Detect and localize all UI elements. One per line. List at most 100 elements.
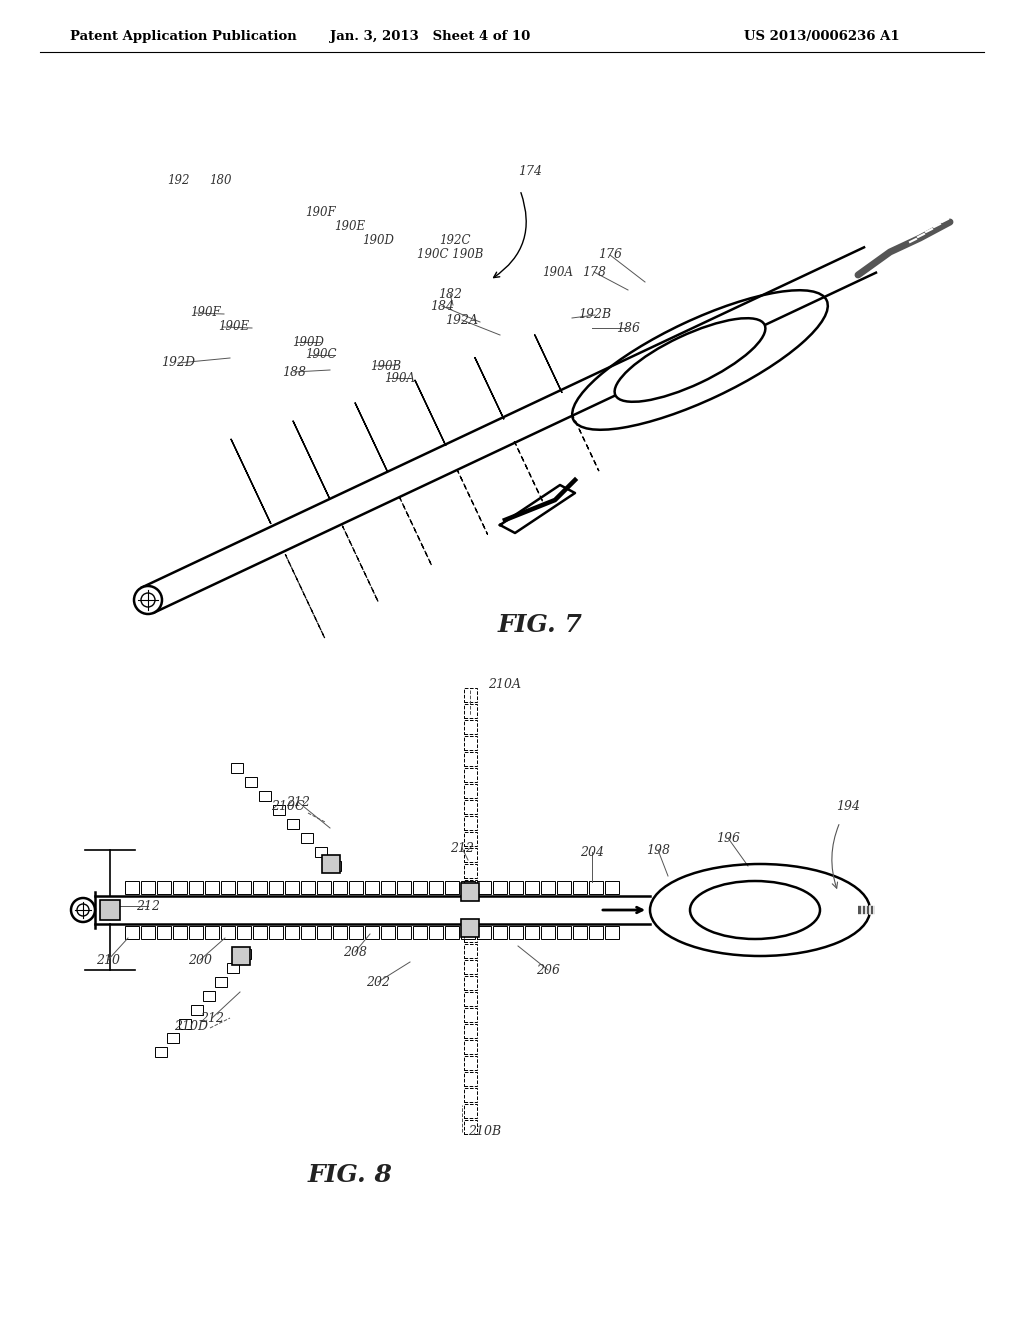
Bar: [464, 993, 477, 1006]
Bar: [381, 927, 395, 939]
Bar: [589, 927, 603, 939]
Text: 210C: 210C: [271, 800, 305, 813]
Bar: [605, 927, 618, 939]
Bar: [464, 752, 477, 766]
Text: 186: 186: [616, 322, 640, 334]
Text: Jan. 3, 2013   Sheet 4 of 10: Jan. 3, 2013 Sheet 4 of 10: [330, 30, 530, 44]
Bar: [464, 1072, 477, 1086]
Circle shape: [134, 586, 162, 614]
Bar: [269, 927, 283, 939]
Bar: [173, 880, 187, 894]
Bar: [205, 880, 219, 894]
Bar: [464, 1119, 477, 1134]
Bar: [301, 880, 315, 894]
Circle shape: [71, 898, 95, 921]
Bar: [464, 800, 477, 814]
Text: 210B: 210B: [468, 1125, 501, 1138]
Bar: [464, 816, 477, 830]
Bar: [464, 928, 477, 942]
Bar: [461, 880, 475, 894]
Bar: [429, 927, 443, 939]
Bar: [445, 927, 459, 939]
Text: 190E: 190E: [335, 220, 366, 234]
Bar: [464, 704, 477, 718]
Text: 210A: 210A: [488, 678, 521, 690]
Bar: [253, 927, 267, 939]
Bar: [509, 927, 523, 939]
Bar: [221, 927, 234, 939]
Bar: [141, 880, 155, 894]
Bar: [464, 975, 477, 990]
Bar: [461, 883, 479, 902]
Text: 208: 208: [343, 945, 367, 958]
Text: US 2013/0006236 A1: US 2013/0006236 A1: [744, 30, 900, 44]
Bar: [464, 960, 477, 974]
Bar: [167, 1034, 179, 1043]
Bar: [464, 1104, 477, 1118]
Text: 198: 198: [646, 843, 670, 857]
Bar: [333, 880, 347, 894]
Bar: [189, 927, 203, 939]
Bar: [413, 927, 427, 939]
Bar: [464, 944, 477, 958]
Text: 212: 212: [200, 1011, 224, 1024]
Text: 212: 212: [286, 796, 310, 808]
Bar: [157, 927, 171, 939]
Text: 194: 194: [836, 800, 860, 813]
Bar: [461, 927, 475, 939]
Bar: [157, 880, 171, 894]
Text: 212: 212: [136, 899, 160, 912]
Bar: [429, 880, 443, 894]
Text: 190C: 190C: [305, 348, 337, 362]
Bar: [605, 880, 618, 894]
Text: 210D: 210D: [174, 1020, 208, 1034]
Bar: [273, 805, 285, 814]
Text: 192: 192: [167, 173, 189, 186]
Bar: [541, 880, 555, 894]
Bar: [397, 927, 411, 939]
Text: 190D: 190D: [292, 335, 324, 348]
Bar: [477, 927, 490, 939]
Bar: [191, 1005, 203, 1015]
Bar: [322, 855, 340, 873]
Bar: [464, 784, 477, 799]
Text: 190D: 190D: [362, 234, 394, 247]
Bar: [221, 880, 234, 894]
Text: 196: 196: [716, 832, 740, 845]
Bar: [413, 880, 427, 894]
Bar: [317, 927, 331, 939]
Bar: [189, 880, 203, 894]
Text: 192C: 192C: [439, 234, 471, 247]
Bar: [141, 927, 155, 939]
Bar: [215, 977, 227, 987]
Text: 192A: 192A: [445, 314, 478, 326]
Text: Patent Application Publication: Patent Application Publication: [70, 30, 297, 44]
Bar: [493, 880, 507, 894]
Bar: [285, 927, 299, 939]
Bar: [464, 1008, 477, 1022]
Text: 176: 176: [598, 248, 622, 261]
Bar: [155, 1047, 167, 1057]
Bar: [239, 949, 251, 960]
Bar: [301, 927, 315, 939]
Text: 200: 200: [188, 953, 212, 966]
Bar: [301, 833, 313, 843]
Bar: [287, 818, 299, 829]
Bar: [464, 719, 477, 734]
Bar: [227, 964, 239, 973]
Text: FIG. 7: FIG. 7: [498, 612, 583, 638]
Text: 190A: 190A: [543, 265, 573, 279]
Bar: [557, 880, 571, 894]
Text: 174: 174: [518, 165, 542, 178]
Bar: [237, 880, 251, 894]
Bar: [237, 927, 251, 939]
Bar: [231, 763, 243, 774]
Bar: [329, 861, 341, 871]
Bar: [464, 865, 477, 878]
Bar: [315, 847, 327, 857]
Bar: [573, 880, 587, 894]
Bar: [365, 880, 379, 894]
Bar: [173, 927, 187, 939]
Text: 190B: 190B: [370, 359, 401, 372]
Bar: [125, 927, 139, 939]
